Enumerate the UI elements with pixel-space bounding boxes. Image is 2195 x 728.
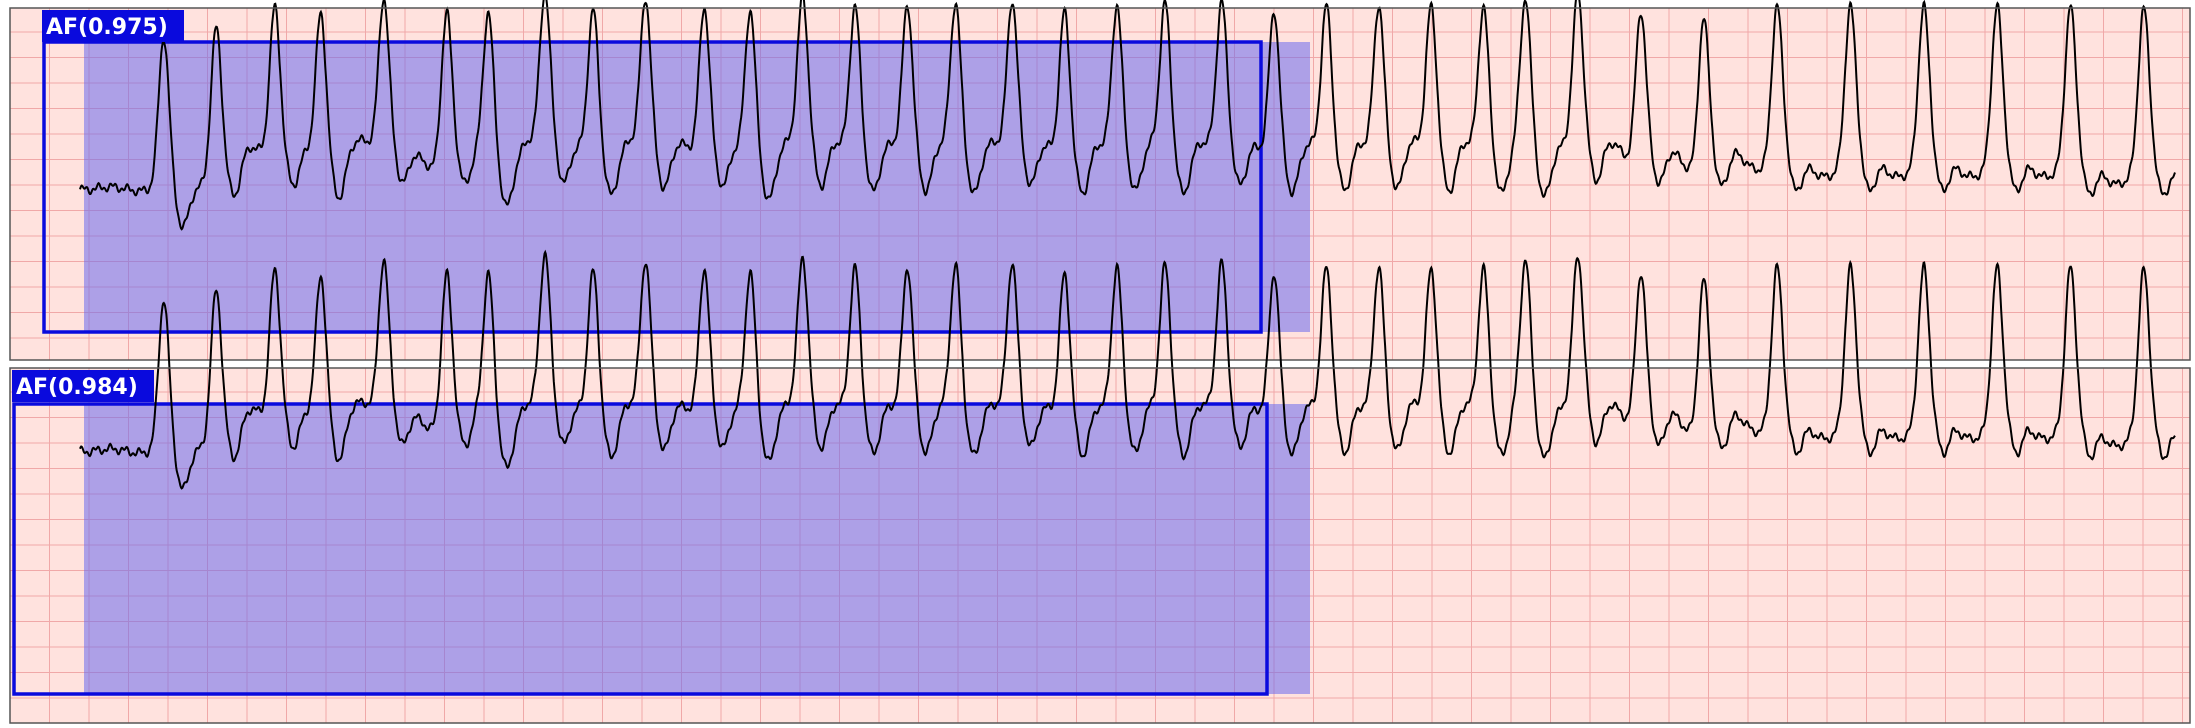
detection-label-background <box>42 10 184 42</box>
detection-bounding-box <box>12 402 1269 696</box>
ecg-trace <box>79 0 2176 231</box>
detection-label: AF(0.975) <box>46 15 168 40</box>
ecg-strip-panel: AF(0.975) <box>9 0 2191 361</box>
ecg-strip-panel: AF(0.984) <box>9 249 2191 724</box>
detection-bounding-box <box>42 40 1263 334</box>
panel-frame <box>9 367 2191 724</box>
detection-label: AF(0.984) <box>16 375 138 400</box>
detection-region-shade <box>84 404 1310 694</box>
panel-frame <box>9 7 2191 361</box>
ecg-trace <box>79 249 2176 490</box>
detection-label-background <box>12 370 154 402</box>
